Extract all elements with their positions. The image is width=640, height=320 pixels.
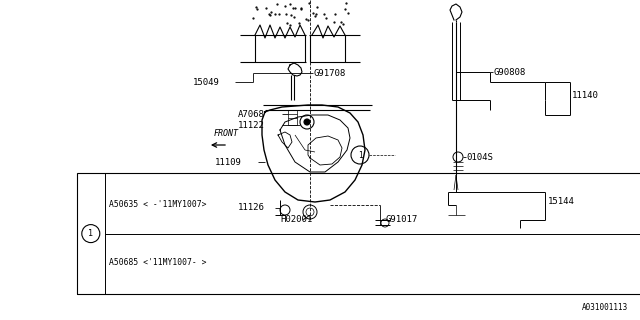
Text: 1: 1	[358, 150, 362, 159]
Text: FRONT: FRONT	[214, 129, 239, 138]
Text: H02001: H02001	[280, 215, 312, 225]
Text: 11126: 11126	[238, 204, 265, 212]
Text: G90808: G90808	[493, 68, 525, 76]
Text: 15049: 15049	[193, 77, 220, 86]
Text: 0104S: 0104S	[466, 153, 493, 162]
Text: G91708: G91708	[313, 68, 345, 77]
Text: A7068: A7068	[238, 109, 265, 118]
Text: 11109: 11109	[215, 157, 242, 166]
Text: 1: 1	[88, 229, 93, 238]
Text: 11140: 11140	[572, 91, 599, 100]
Text: 11122: 11122	[238, 121, 265, 130]
Text: A50685 <'11MY1007- >: A50685 <'11MY1007- >	[109, 258, 206, 267]
Circle shape	[304, 119, 310, 125]
Bar	[77, 173, 640, 294]
Text: 15144: 15144	[548, 197, 575, 206]
Text: A50635 < -'11MY1007>: A50635 < -'11MY1007>	[109, 200, 206, 209]
Text: A031001113: A031001113	[582, 303, 628, 312]
Text: G91017: G91017	[385, 215, 417, 225]
